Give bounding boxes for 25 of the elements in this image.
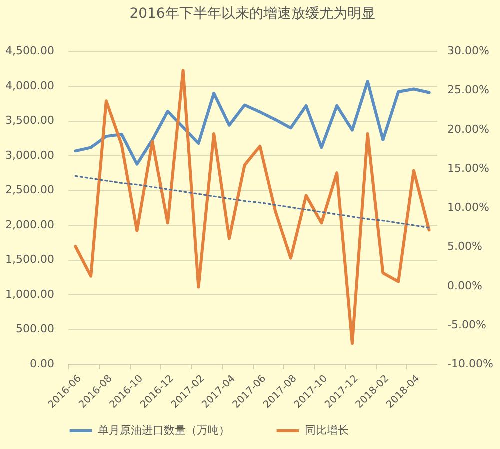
- y-tick-label: 1,000.00: [6, 288, 54, 301]
- y-tick-label: 2,000.00: [6, 218, 54, 232]
- y-tick-label: 0.00: [30, 358, 54, 370]
- line-series: [74, 69, 431, 346]
- y-tick-label: 3,000.00: [6, 148, 54, 162]
- y2-tick-label: 20.00%: [448, 122, 490, 136]
- y2-tick-label: 0.00%: [448, 279, 482, 292]
- y2-tick-label: -5.00%: [448, 318, 486, 332]
- line-series: [74, 80, 431, 166]
- y2-tick-label: 5.00%: [448, 240, 482, 254]
- y-tick-label: 1,500.00: [6, 253, 54, 266]
- y-tick-label: 3,500.00: [6, 114, 54, 128]
- legend-label: 同比增长: [305, 424, 349, 437]
- line-series: [74, 175, 430, 229]
- y2-tick-label: 30.00%: [448, 44, 490, 58]
- y-tick-label: 4,500.00: [6, 44, 54, 58]
- legend-label: 单月原油进口数量（万吨）: [98, 424, 230, 437]
- y-tick-label: 4,000.00: [6, 79, 54, 92]
- y2-tick-label: -10.00%: [448, 358, 494, 370]
- y2-tick-label: 15.00%: [448, 162, 490, 175]
- y2-tick-label: 25.00%: [448, 84, 490, 97]
- y-tick-label: 500.00: [16, 322, 54, 336]
- chart-title: 2016年下半年以来的增速放缓尤为明显: [130, 6, 376, 22]
- y2-tick-label: 10.00%: [448, 201, 490, 214]
- y-tick-label: 2,500.00: [6, 184, 54, 197]
